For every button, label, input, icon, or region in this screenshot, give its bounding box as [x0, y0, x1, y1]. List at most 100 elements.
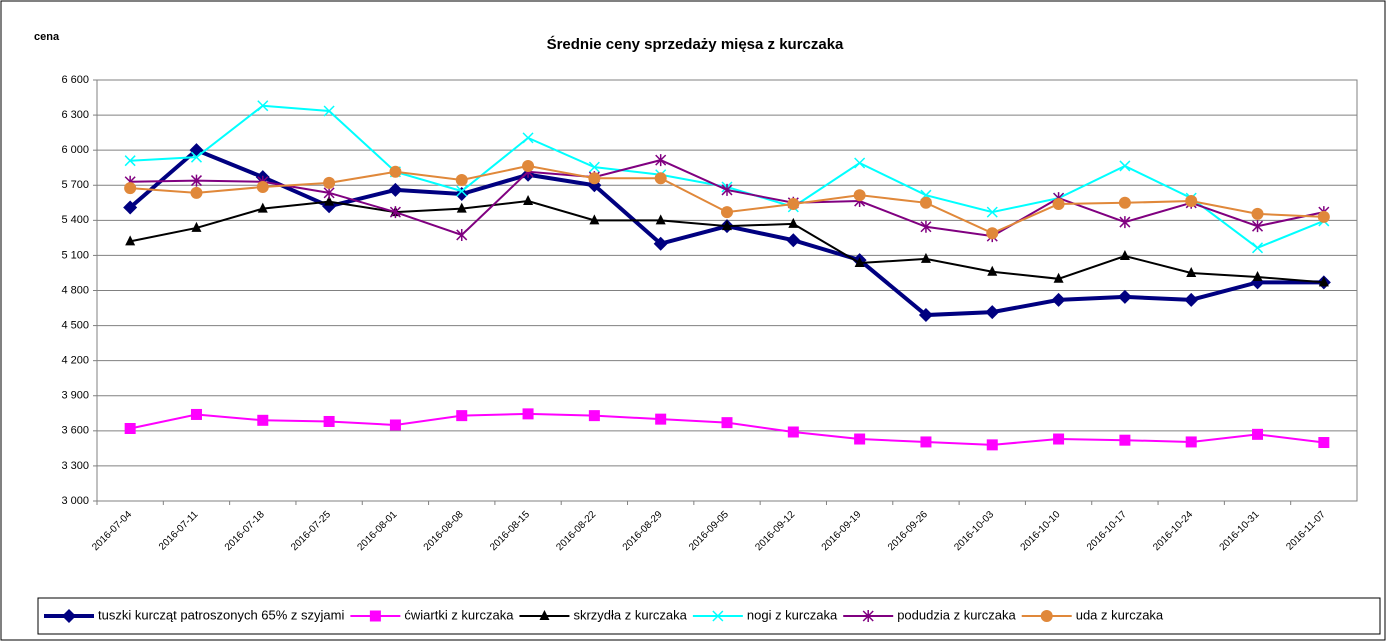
marker [1118, 196, 1131, 209]
marker [1186, 266, 1197, 277]
y-tick-label: 3 900 [61, 390, 89, 402]
y-axis-label: cena [34, 31, 60, 43]
marker [389, 419, 401, 431]
marker [788, 217, 799, 228]
marker [388, 182, 403, 197]
legend-label: uda z kurczaka [1076, 607, 1164, 622]
chart-title: Średnie ceny sprzedaży mięsa z kurczaka [547, 35, 844, 53]
marker [389, 206, 401, 219]
marker [190, 186, 203, 199]
marker [1053, 272, 1064, 283]
marker [123, 200, 138, 215]
y-tick-label: 5 700 [61, 179, 89, 191]
marker [323, 105, 335, 117]
y-tick-label: 4 500 [61, 319, 89, 331]
marker [522, 132, 534, 144]
marker [125, 235, 136, 246]
y-tick-label: 4 800 [61, 284, 89, 296]
y-tick-label: 6 300 [61, 109, 89, 121]
y-tick-label: 5 100 [61, 249, 89, 261]
marker [721, 206, 733, 219]
marker [1251, 220, 1264, 233]
marker [1318, 276, 1329, 287]
marker [1119, 250, 1130, 261]
marker [787, 197, 800, 210]
marker [456, 410, 468, 422]
marker [918, 308, 933, 323]
legend-label: tuszki kurcząt patroszonych 65% z szyjam… [98, 607, 344, 622]
y-tick-label: 6 600 [61, 74, 89, 86]
marker [588, 161, 600, 173]
marker [920, 252, 931, 263]
marker [588, 410, 600, 422]
marker [256, 181, 269, 194]
marker [1051, 292, 1066, 307]
marker [920, 436, 932, 448]
marker [1117, 289, 1132, 304]
marker [1184, 292, 1199, 307]
marker [389, 165, 402, 178]
marker [522, 159, 535, 172]
marker [787, 426, 799, 438]
marker [986, 227, 999, 240]
marker [190, 151, 203, 163]
marker [257, 414, 269, 426]
marker [862, 610, 874, 622]
marker [539, 610, 550, 620]
legend-label: podudzia z kurczaka [897, 607, 1016, 622]
marker [920, 220, 932, 233]
marker [722, 220, 732, 231]
marker [655, 214, 666, 225]
marker [654, 172, 667, 185]
y-tick-label: 3 300 [61, 460, 89, 472]
marker [1185, 195, 1198, 208]
marker [786, 233, 801, 248]
marker [1053, 433, 1065, 445]
marker [1252, 428, 1264, 440]
marker [985, 305, 1000, 320]
marker [853, 189, 866, 202]
y-tick-label: 4 200 [61, 355, 89, 367]
legend-label: skrzydła z kurczaka [573, 607, 687, 622]
y-tick-label: 3 600 [61, 425, 89, 437]
legend-label: nogi z kurczaka [747, 607, 838, 622]
marker [323, 415, 335, 427]
marker [190, 408, 202, 420]
marker [456, 185, 468, 197]
marker [1251, 207, 1264, 220]
marker [919, 196, 932, 209]
marker [721, 417, 733, 429]
legend-label: ćwiartki z kurczaka [404, 607, 514, 622]
marker [1052, 197, 1065, 210]
marker [257, 100, 269, 112]
marker [854, 257, 865, 268]
marker [62, 609, 76, 623]
marker [987, 265, 998, 276]
marker [1185, 436, 1197, 448]
marker [323, 176, 336, 189]
marker [1119, 160, 1131, 172]
marker [721, 183, 733, 196]
marker [456, 228, 468, 241]
marker [655, 413, 667, 425]
marker [369, 610, 381, 622]
marker [986, 206, 998, 218]
marker [190, 174, 203, 187]
marker [655, 154, 667, 167]
marker [1119, 216, 1131, 229]
marker [324, 195, 335, 206]
marker [1251, 242, 1264, 254]
marker [1119, 434, 1131, 446]
marker [124, 182, 137, 195]
marker [589, 214, 600, 225]
marker [455, 173, 468, 186]
marker [522, 408, 534, 420]
marker [1317, 210, 1330, 223]
y-tick-label: 5 400 [61, 214, 89, 226]
marker [854, 433, 866, 445]
y-tick-label: 3 000 [61, 495, 89, 507]
marker [1318, 437, 1330, 449]
marker [523, 195, 534, 206]
marker [124, 155, 136, 167]
